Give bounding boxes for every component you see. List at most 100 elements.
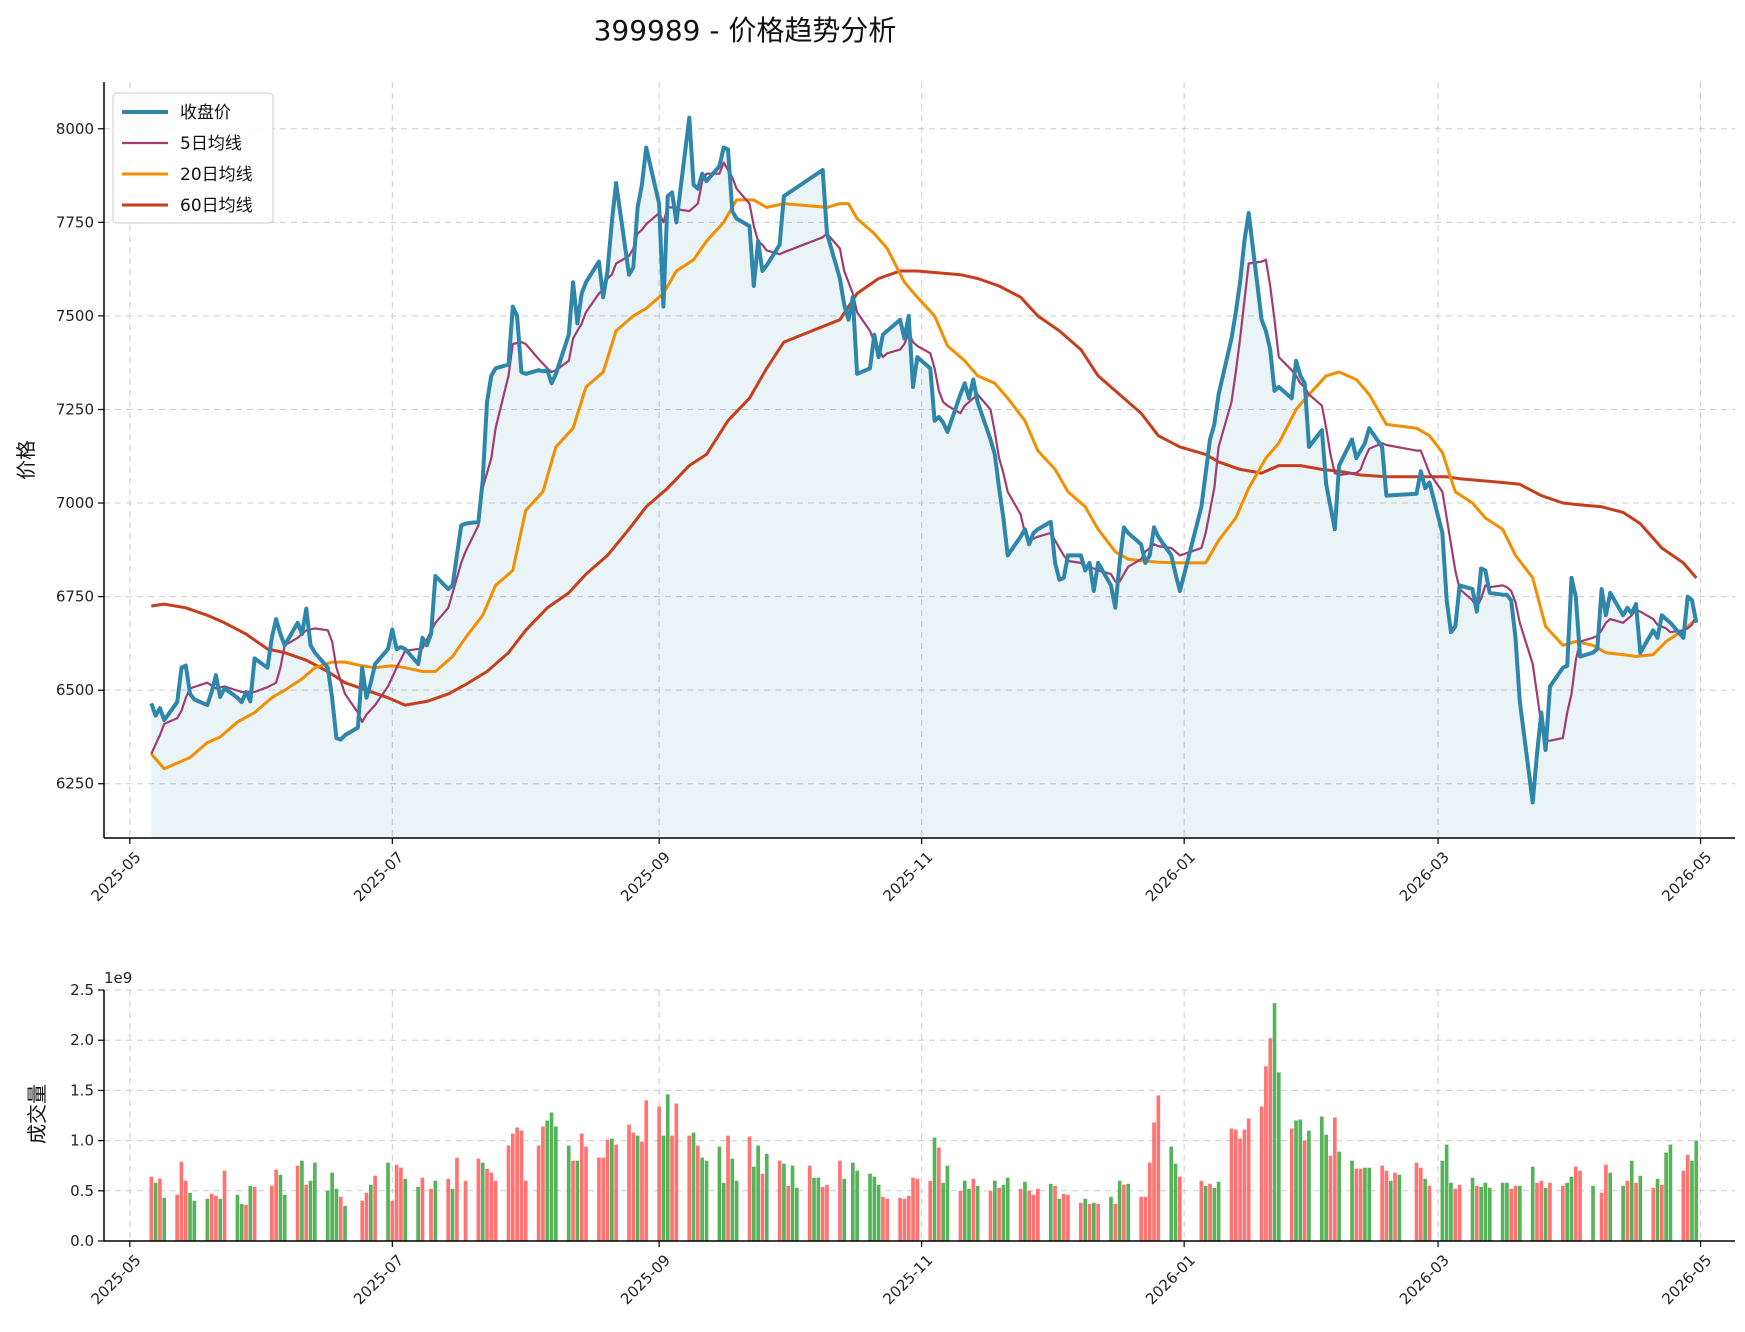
volume-y-tick-label-0: 0.0 <box>70 1232 94 1250</box>
volume-bar-21 <box>278 1174 283 1241</box>
volume-bar-129 <box>958 1190 963 1241</box>
volume-bar-84 <box>674 1103 679 1241</box>
volume-bar-59 <box>523 1180 528 1241</box>
volume-bar-207 <box>1444 1144 1449 1241</box>
volume-bar-106 <box>812 1177 816 1241</box>
volume-bar-80 <box>657 1106 661 1241</box>
volume-bar-25 <box>304 1184 309 1241</box>
volume-bar-83 <box>670 1135 674 1241</box>
volume-bar-30 <box>334 1188 339 1241</box>
volume-bar-148 <box>1066 1194 1070 1241</box>
volume-bar-119 <box>898 1197 902 1241</box>
volume-bar-198 <box>1384 1170 1389 1241</box>
volume-bar-180 <box>1272 1003 1277 1241</box>
price-x-tick-label-3: 2025-11 <box>879 848 936 905</box>
volume-bar-160 <box>1143 1196 1148 1241</box>
volume-bar-155 <box>1113 1203 1118 1241</box>
volume-bar-102 <box>786 1185 791 1241</box>
volume-bar-184 <box>1298 1119 1303 1241</box>
volume-bar-66 <box>571 1160 575 1241</box>
volume-x-tick-label-4: 2026-01 <box>1142 1251 1199 1308</box>
volume-bar-153 <box>1096 1203 1100 1241</box>
volume-bar-226 <box>1561 1185 1565 1241</box>
volume-bar-54 <box>493 1180 498 1241</box>
volume-bar-44 <box>429 1188 433 1241</box>
volume-bar-36 <box>373 1175 377 1241</box>
volume-bar-69 <box>584 1146 588 1241</box>
volume-bar-199 <box>1388 1180 1393 1241</box>
volume-y-tick-label-4: 2.0 <box>70 1031 94 1049</box>
volume-bar-224 <box>1543 1187 1548 1241</box>
volume-bar-165 <box>1173 1163 1178 1241</box>
volume-bar-34 <box>364 1192 369 1241</box>
volume-bar-31 <box>338 1196 343 1241</box>
volume-bar-163 <box>1156 1095 1161 1241</box>
volume-bar-99 <box>764 1153 769 1241</box>
volume-bar-139 <box>1018 1188 1023 1241</box>
volume-bar-40 <box>399 1167 403 1241</box>
volume-bar-179 <box>1268 1038 1273 1241</box>
volume-bar-100 <box>777 1160 782 1241</box>
volume-bar-71 <box>601 1157 606 1241</box>
volume-bar-211 <box>1470 1177 1475 1241</box>
volume-bar-173 <box>1234 1129 1238 1241</box>
volume-bar-221 <box>1530 1166 1535 1241</box>
volume-bar-216 <box>1500 1182 1505 1241</box>
volume-bar-109 <box>825 1184 829 1241</box>
volume-bar-124 <box>928 1180 933 1241</box>
price-y-tick-label-5: 7500 <box>56 307 94 325</box>
volume-bar-39 <box>394 1164 399 1241</box>
volume-bar-201 <box>1397 1174 1402 1241</box>
volume-bar-208 <box>1449 1182 1453 1241</box>
legend-label-3: 60日均线 <box>180 196 253 216</box>
price-panel: 6250 6500 6750 7000 7250 7500 7750 8000 2025-05 2… <box>14 82 1735 905</box>
volume-bar-7 <box>188 1192 192 1241</box>
volume-bar-38 <box>390 1200 395 1241</box>
series-line-0 <box>149 115 1699 805</box>
price-x-tick-label-5: 2026-03 <box>1396 848 1453 905</box>
volume-y-tick-label-3: 1.5 <box>70 1081 94 1099</box>
volume-bar-6 <box>183 1180 188 1241</box>
volume-bar-150 <box>1083 1198 1088 1241</box>
price-y-tick-label-0: 6250 <box>56 775 94 793</box>
volume-x-tick-label-3: 2025-11 <box>879 1251 936 1308</box>
volume-bar-89 <box>704 1160 709 1241</box>
volume-bar-178 <box>1264 1066 1268 1241</box>
volume-bar-81 <box>661 1135 666 1241</box>
volume-bar-197 <box>1380 1165 1384 1241</box>
volume-bar-200 <box>1393 1172 1397 1241</box>
volume-bar-92 <box>726 1135 730 1241</box>
volume-bar-120 <box>902 1198 907 1241</box>
volume-bar-217 <box>1505 1182 1509 1241</box>
legend: 收盘价 5日均线 20日均线 60日均线 <box>112 92 274 224</box>
volume-y-axis-label: 成交量 <box>25 1084 49 1144</box>
volume-bar-63 <box>549 1112 554 1241</box>
volume-bar-203 <box>1419 1167 1423 1241</box>
legend-label-1: 5日均线 <box>180 134 242 154</box>
volume-bar-152 <box>1092 1202 1096 1241</box>
volume-bar-67 <box>575 1160 580 1241</box>
volume-bar-195 <box>1363 1167 1367 1241</box>
volume-bar-103 <box>790 1165 795 1241</box>
volume-bar-126 <box>937 1147 941 1241</box>
volume-bar-144 <box>1048 1183 1053 1241</box>
volume-bar-82 <box>665 1094 670 1241</box>
volume-bar-141 <box>1027 1190 1032 1241</box>
price-y-tick-label-2: 6750 <box>56 588 94 606</box>
volume-bar-113 <box>855 1170 859 1241</box>
volume-bar-94 <box>734 1180 739 1241</box>
volume-bar-101 <box>782 1163 786 1241</box>
volume-bar-9 <box>205 1198 210 1241</box>
volume-bar-97 <box>756 1145 760 1241</box>
volume-bar-50 <box>476 1158 481 1241</box>
price-y-tick-label-4: 7250 <box>56 400 94 418</box>
volume-bar-105 <box>807 1165 812 1241</box>
volume-bar-70 <box>597 1157 601 1241</box>
volume-bar-115 <box>872 1176 877 1241</box>
volume-bar-49 <box>463 1180 468 1241</box>
volume-bar-193 <box>1354 1168 1359 1241</box>
volume-bar-46 <box>446 1178 451 1241</box>
volume-x-tick-label-0: 2025-05 <box>88 1251 145 1308</box>
volume-bar-112 <box>851 1162 855 1241</box>
